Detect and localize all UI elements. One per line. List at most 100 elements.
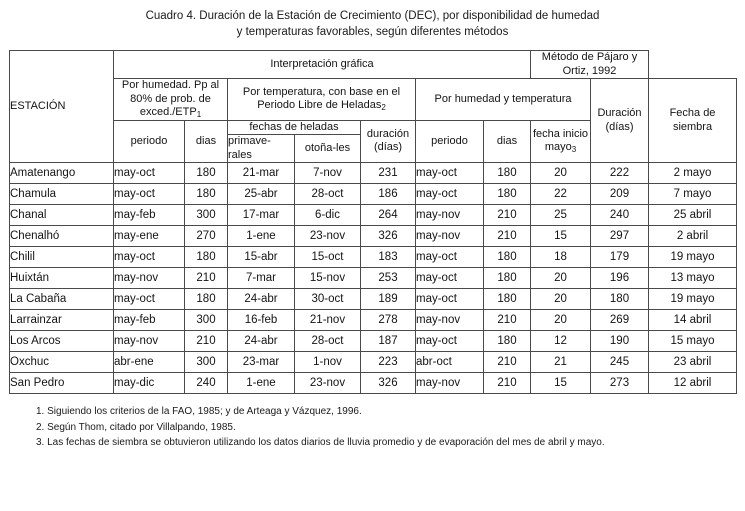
- cell-pajaro-duracion: 273: [590, 372, 649, 394]
- cell-helada-primaveral: 21-mar: [227, 162, 295, 184]
- table-container: ESTACIÓN Interpretación gráfica Método d…: [9, 50, 737, 394]
- table-row: Oxchuc abr-ene 300 23-mar 1-nov 223 abr-oct 210…: [9, 351, 737, 373]
- group-header-interpretacion-grafica: Interpretación gráfica: [113, 50, 531, 79]
- cell-pajaro-fecha-siembra: 25 abril: [648, 204, 737, 226]
- footnote-ref-2: 2: [381, 103, 386, 113]
- col-header-por-humedad-pp: Por humedad. Pp al 80% de prob. de exced…: [113, 78, 228, 121]
- col-header-periodo-humedad-temp: periodo: [415, 119, 484, 163]
- table-row: Huixtán may-nov 210 7-mar 15-nov 253 may-oct 18…: [9, 267, 737, 289]
- cell-humtemp-dias: 210: [483, 351, 531, 373]
- cell-estacion: La Cabaña: [9, 288, 114, 310]
- cell-estacion: San Pedro: [9, 372, 114, 394]
- col-header-fecha-de-siembra: Fecha de siembra: [648, 78, 737, 163]
- cell-humtemp-fecha-inicio: 15: [530, 372, 591, 394]
- cell-humedad-dias: 180: [184, 288, 228, 310]
- table-row: Los Arcos may-nov 210 24-abr 28-oct 187 may-oc…: [9, 330, 737, 352]
- cell-humtemp-fecha-inicio: 21: [530, 351, 591, 373]
- cell-humedad-dias: 300: [184, 309, 228, 331]
- cell-pajaro-duracion: 180: [590, 288, 649, 310]
- table-row: Chanal may-feb 300 17-mar 6-dic 264 may-nov 210…: [9, 204, 737, 226]
- cell-humtemp-fecha-inicio: 20: [530, 267, 591, 289]
- header-row-methods: Por humedad. Pp al 80% de prob. de exced…: [10, 78, 737, 163]
- cell-pajaro-duracion: 297: [590, 225, 649, 247]
- cell-humtemp-fecha-inicio: 20: [530, 309, 591, 331]
- cell-humtemp-dias: 180: [483, 330, 531, 352]
- cell-humedad-dias: 270: [184, 225, 228, 247]
- cell-helada-primaveral: 1-ene: [227, 225, 295, 247]
- table-row: Amatenango may-oct 180 21-mar 7-nov 231 may-oc…: [9, 162, 737, 184]
- cell-humedad-periodo: may-ene: [113, 225, 185, 247]
- cell-humedad-dias: 180: [184, 162, 228, 184]
- cell-helada-otonal: 15-nov: [294, 267, 361, 289]
- cell-humtemp-periodo: may-oct: [415, 246, 484, 268]
- cell-humedad-dias: 180: [184, 246, 228, 268]
- cell-estacion: Larrainzar: [9, 309, 114, 331]
- cell-humtemp-fecha-inicio: 12: [530, 330, 591, 352]
- cell-pajaro-duracion: 245: [590, 351, 649, 373]
- cell-pajaro-fecha-siembra: 19 mayo: [648, 288, 737, 310]
- cell-humtemp-fecha-inicio: 15: [530, 225, 591, 247]
- cell-humedad-periodo: may-oct: [113, 288, 185, 310]
- cell-helada-primaveral: 7-mar: [227, 267, 295, 289]
- cell-helada-otonal: 28-oct: [294, 183, 361, 205]
- title-line-2: y temperaturas favorables, según diferen…: [236, 25, 509, 38]
- cell-humtemp-periodo: may-oct: [415, 183, 484, 205]
- table-row: San Pedro may-dic 240 1-ene 23-nov 326 may-nov…: [9, 372, 737, 394]
- col-header-por-humedad-y-temperatura: Por humedad y temperatura: [415, 78, 591, 121]
- cell-humtemp-periodo: abr-oct: [415, 351, 484, 373]
- cell-humtemp-periodo: may-oct: [415, 288, 484, 310]
- col-header-duracion-dias-pajaro: Duración (días): [590, 78, 649, 163]
- cell-helada-otonal: 15-oct: [294, 246, 361, 268]
- col-header-heladas-otonales: otoña-les: [294, 134, 361, 163]
- cell-humedad-dias: 210: [184, 267, 228, 289]
- cell-temperatura-duracion: 253: [360, 267, 416, 289]
- cell-estacion: Oxchuc: [9, 351, 114, 373]
- cell-temperatura-duracion: 189: [360, 288, 416, 310]
- cell-estacion: Chilil: [9, 246, 114, 268]
- cell-pajaro-fecha-siembra: 15 mayo: [648, 330, 737, 352]
- cell-humedad-periodo: may-feb: [113, 309, 185, 331]
- cell-humtemp-dias: 180: [483, 267, 531, 289]
- page-title: Cuadro 4. Duración de la Estación de Cre…: [0, 0, 745, 40]
- cell-estacion: Chanal: [9, 204, 114, 226]
- cell-helada-primaveral: 15-abr: [227, 246, 295, 268]
- cell-humtemp-fecha-inicio: 25: [530, 204, 591, 226]
- cell-pajaro-duracion: 196: [590, 267, 649, 289]
- footnote-ref-1: 1: [196, 110, 202, 119]
- cell-helada-primaveral: 24-abr: [227, 288, 295, 310]
- cell-helada-otonal: 6-dic: [294, 204, 361, 226]
- cell-pajaro-fecha-siembra: 2 mayo: [648, 162, 737, 184]
- cell-pajaro-fecha-siembra: 23 abril: [648, 351, 737, 373]
- col-header-heladas-primaverales: primave-rales: [227, 134, 295, 163]
- cell-pajaro-duracion: 222: [590, 162, 649, 184]
- cell-humtemp-dias: 180: [483, 288, 531, 310]
- cell-pajaro-duracion: 240: [590, 204, 649, 226]
- cell-helada-otonal: 23-nov: [294, 372, 361, 394]
- cell-pajaro-fecha-siembra: 19 mayo: [648, 246, 737, 268]
- group-header-metodo-pajaro-ortiz: Método de Pájaro y Ortiz, 1992: [530, 50, 649, 79]
- cell-humtemp-periodo: may-oct: [415, 330, 484, 352]
- header-row-groups: ESTACIÓN Interpretación gráfica Método d…: [9, 50, 737, 163]
- footnote-1: 1. Siguiendo los criterios de la FAO, 19…: [36, 406, 362, 417]
- table-row: La Cabaña may-oct 180 24-abr 30-oct 189 may-oc…: [9, 288, 737, 310]
- col-header-dias-humedad: dias: [184, 119, 228, 163]
- cell-pajaro-fecha-siembra: 7 mayo: [648, 183, 737, 205]
- cell-helada-primaveral: 25-abr: [227, 183, 295, 205]
- title-line-1: Cuadro 4. Duración de la Estación de Cre…: [145, 10, 600, 22]
- cell-humtemp-periodo: may-nov: [415, 225, 484, 247]
- table-row: Chenalhó may-ene 270 1-ene 23-nov 326 may-nov 2…: [9, 225, 737, 247]
- cell-estacion: Chamula: [9, 183, 114, 205]
- cell-humedad-dias: 240: [184, 372, 228, 394]
- cell-humtemp-periodo: may-nov: [415, 309, 484, 331]
- cell-humedad-periodo: may-dic: [113, 372, 185, 394]
- cell-humtemp-dias: 180: [483, 246, 531, 268]
- cell-humedad-dias: 300: [184, 351, 228, 373]
- cell-pajaro-fecha-siembra: 13 mayo: [648, 267, 737, 289]
- cell-humedad-periodo: abr-ene: [113, 351, 185, 373]
- cell-humtemp-dias: 180: [483, 162, 531, 184]
- cell-temperatura-duracion: 326: [360, 372, 416, 394]
- cell-humedad-dias: 300: [184, 204, 228, 226]
- cell-humtemp-dias: 180: [483, 183, 531, 205]
- col-header-estacion: ESTACIÓN: [9, 50, 114, 163]
- cell-pajaro-duracion: 190: [590, 330, 649, 352]
